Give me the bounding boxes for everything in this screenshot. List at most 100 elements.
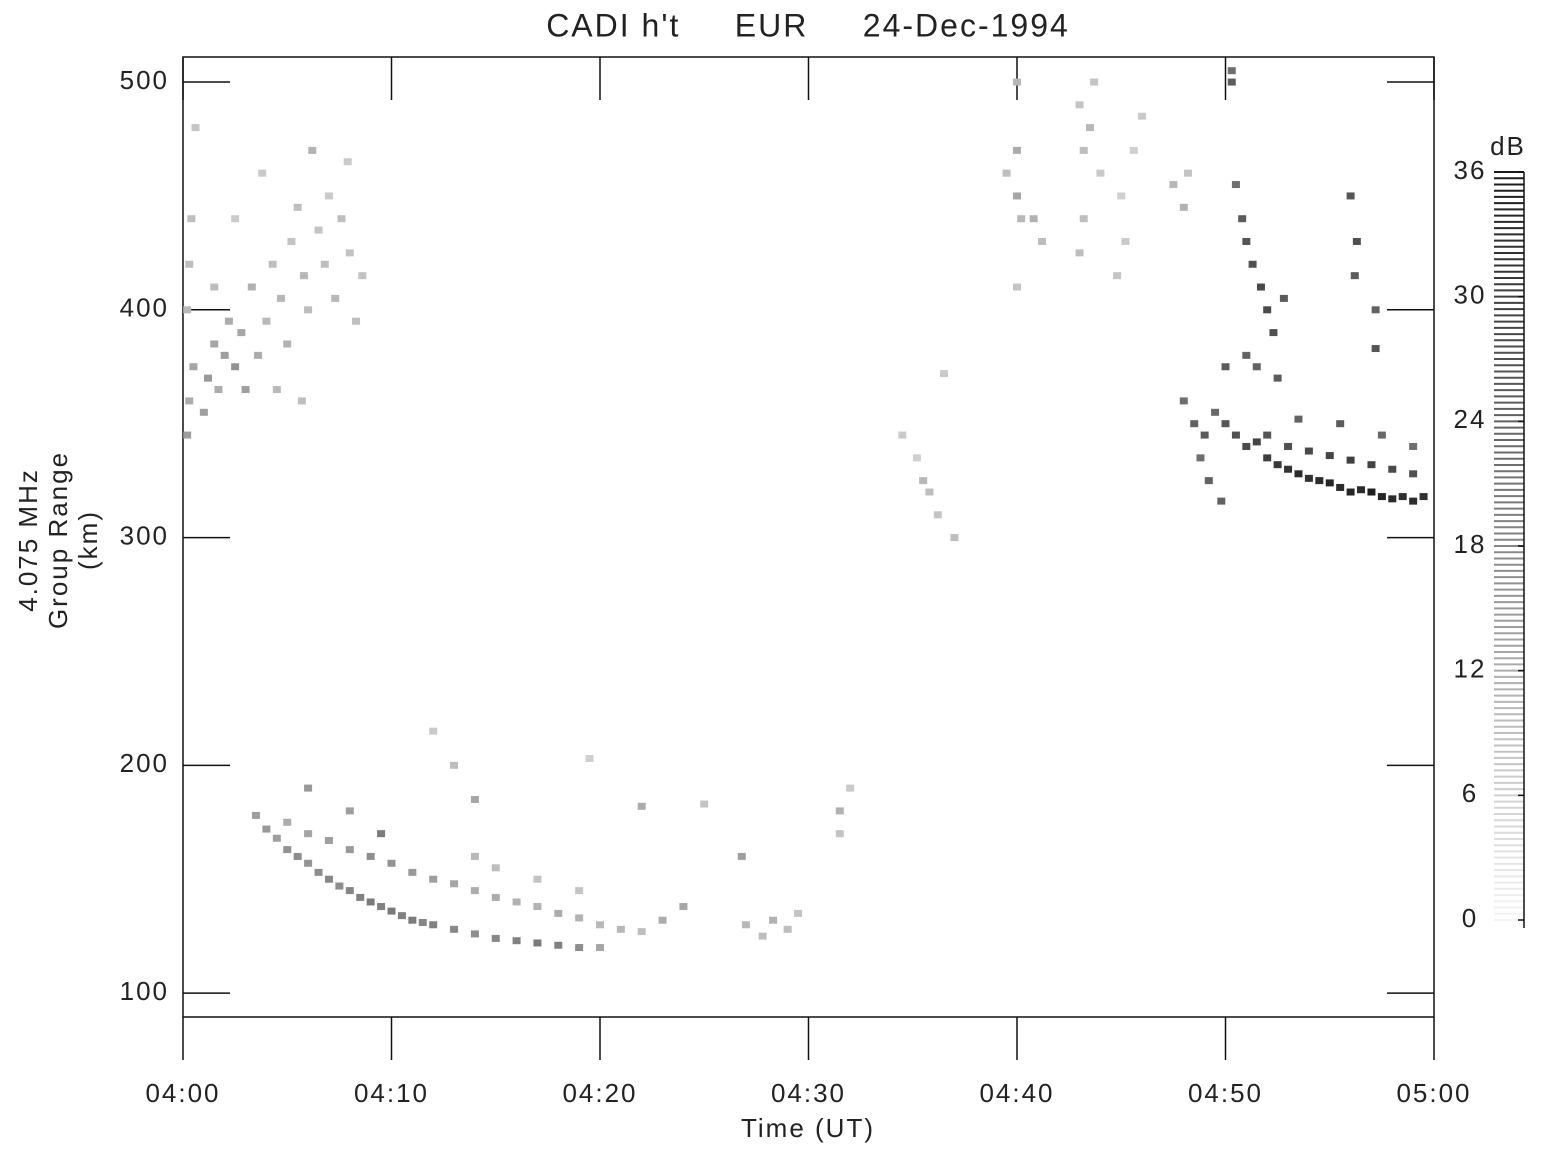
x-tick-label: 04:30 [771,1078,846,1108]
heatmap-cell [1346,456,1355,464]
heatmap-cell [231,363,240,371]
heatmap-cell [1377,493,1386,501]
heatmap-cell [1190,420,1199,428]
heatmap-cell [783,925,792,933]
heatmap-cell [304,306,313,314]
heatmap-cell [1013,78,1021,86]
x-tick-label: 04:00 [145,1078,220,1108]
heatmap-cell [1248,260,1257,268]
heatmap-cell [637,802,646,810]
chart-title: CADI h't EUR 24-Dec-1994 [546,7,1070,43]
heatmap-cell [304,830,313,838]
heatmap-cell [247,283,256,291]
heatmap-cell [1242,237,1251,245]
heatmap-cell [293,203,302,211]
heatmap-cell [1129,146,1138,154]
heatmap-cell [387,907,396,915]
heatmap-cell [491,864,500,872]
heatmap-cell [418,918,427,926]
heatmap-cell [1367,461,1376,469]
colorbar-tick-label: 36 [1454,155,1487,185]
heatmap-cell [204,374,213,382]
y-axis-label: (km) [73,510,103,570]
heatmap-cell [1284,442,1293,450]
heatmap-cell [304,859,313,867]
heatmap-cell [700,800,709,808]
heatmap-cell [337,215,346,223]
heatmap-cell [272,834,281,842]
heatmap-cell [470,852,479,860]
heatmap-cell [554,941,563,949]
heatmap-cell [191,124,200,132]
heatmap-cell [1252,363,1261,371]
heatmap-cell [512,898,521,906]
heatmap-cell [1227,67,1236,75]
x-tick-label: 04:40 [979,1078,1054,1108]
heatmap-cell [1269,329,1278,337]
heatmap-cell [343,158,352,166]
heatmap-cell [335,882,344,890]
heatmap-cell [1336,420,1345,428]
heatmap-cell [1409,442,1418,450]
heatmap-cell [356,893,365,901]
heatmap-cell [272,386,281,394]
heatmap-cell [185,260,194,268]
heatmap-cell [933,511,942,519]
heatmap-cell [1002,169,1011,177]
heatmap-cell [1117,192,1126,200]
heatmap-cell [1367,488,1376,496]
heatmap-cell [345,807,354,815]
heatmap-cell [835,807,844,815]
heatmap-cell [925,488,934,496]
heatmap-cell [1377,431,1386,439]
heatmap-cell [189,363,198,371]
heatmap-cell [575,944,584,952]
heatmap-cell [1325,452,1334,460]
heatmap-cell [408,868,417,876]
heatmap-cell [185,397,194,405]
heatmap-cell [1284,465,1293,473]
heatmap-cell [1196,454,1205,462]
colorbar-tick-label: 24 [1454,404,1487,434]
heatmap-cell [1096,169,1105,177]
heatmap-cell [575,914,584,922]
y-tick-label: 300 [120,520,169,550]
heatmap-cell [1304,447,1313,455]
heatmap-cell [470,930,479,938]
heatmap-cell [429,875,438,883]
heatmap-cell [308,146,317,154]
heatmap-cell [214,386,223,394]
heatmap-cell [846,784,855,792]
heatmap-cell [450,761,459,769]
heatmap-cell [596,921,604,929]
heatmap-cell [1204,477,1213,485]
heatmap-cell [1350,272,1359,280]
heatmap-cell [769,916,778,924]
heatmap-cell [1388,495,1397,503]
heatmap-cell [1179,397,1188,405]
heatmap-cell [304,784,313,792]
heatmap-cell [1113,272,1122,280]
heatmap-cell [533,875,542,883]
heatmap-cell [1231,431,1240,439]
heatmap-cell [1238,215,1247,223]
heatmap-cell [512,937,521,945]
heatmap-cell [637,928,646,936]
colorbar-tick-label: 12 [1454,654,1487,684]
heatmap-cell [1294,415,1303,423]
heatmap-cell [616,925,625,933]
heatmap-cell [183,431,192,439]
plot-frame [182,56,1435,1018]
heatmap-cell [1013,192,1021,200]
heatmap-cell [1357,486,1366,494]
x-tick-label: 04:20 [562,1078,637,1108]
heatmap-cell [262,825,271,833]
heatmap-cell [366,898,375,906]
heatmap-cell [210,340,219,348]
heatmap-cell [450,925,459,933]
heatmap-cell [1336,483,1345,491]
heatmap-cell [470,795,479,803]
heatmap-cell [1183,169,1192,177]
heatmap-cell [224,317,233,325]
heatmap-cell [585,754,594,762]
